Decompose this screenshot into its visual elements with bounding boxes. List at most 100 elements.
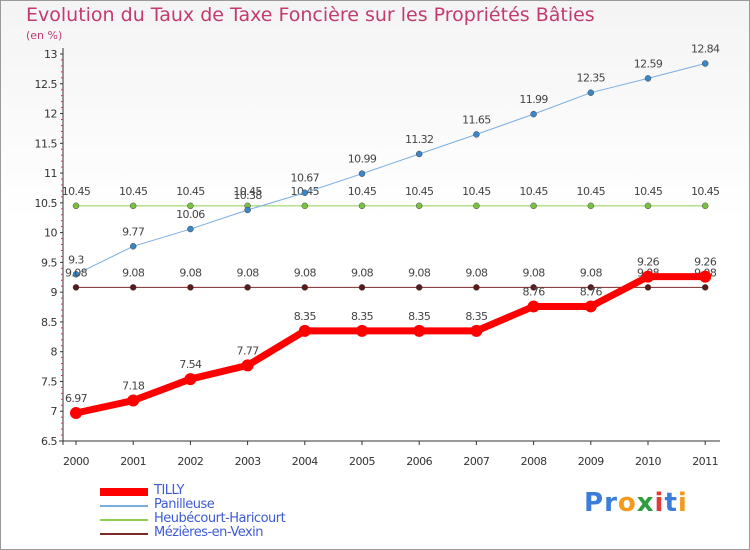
data-label-m-zi-res-en-vexin: 9.08 <box>580 266 603 279</box>
x-tick-label: 2002 <box>177 455 203 468</box>
data-point-panilleuse <box>587 89 595 96</box>
data-label-panilleuse: 12.35 <box>577 72 606 85</box>
data-label-m-zi-res-en-vexin: 9.08 <box>351 266 374 279</box>
data-point-tilly <box>584 300 597 313</box>
data-point-tilly <box>356 324 368 337</box>
data-point-m-zi-res-en-vexin <box>72 284 80 291</box>
y-tick-label: 7.5 <box>41 375 57 388</box>
data-label-heub-court-haricourt: 10.45 <box>577 185 606 198</box>
data-label-heub-court-haricourt: 10.45 <box>519 185 548 198</box>
data-label-tilly: 8.35 <box>294 310 317 323</box>
data-label-m-zi-res-en-vexin: 9.08 <box>237 266 260 279</box>
data-point-heub-court-haricourt <box>587 202 595 210</box>
x-tick-label: 2008 <box>521 455 547 468</box>
data-label-panilleuse: 11.99 <box>519 93 548 106</box>
logo-letter: x <box>636 488 655 518</box>
legend-swatch <box>100 533 148 535</box>
data-point-heub-court-haricourt <box>187 202 194 210</box>
data-point-m-zi-res-en-vexin <box>415 284 423 291</box>
data-label-m-zi-res-en-vexin: 9.08 <box>65 266 88 279</box>
data-point-m-zi-res-en-vexin <box>301 284 309 291</box>
chart-title: Evolution du Taux de Taxe Foncière sur l… <box>26 4 595 26</box>
data-point-heub-court-haricourt <box>301 202 309 210</box>
data-point-m-zi-res-en-vexin <box>473 284 480 291</box>
y-tick-label: 9.5 <box>41 256 57 269</box>
data-point-heub-court-haricourt <box>415 202 423 210</box>
data-label-heub-court-haricourt: 10.45 <box>176 185 205 198</box>
data-label-heub-court-haricourt: 10.45 <box>634 185 663 198</box>
data-label-panilleuse: 9.3 <box>68 253 84 266</box>
data-point-tilly <box>699 270 712 283</box>
data-point-panilleuse <box>415 150 423 158</box>
data-point-panilleuse <box>358 170 366 177</box>
data-point-heub-court-haricourt <box>72 202 80 210</box>
data-point-tilly <box>70 407 82 420</box>
data-point-panilleuse <box>129 243 137 250</box>
data-label-heub-court-haricourt: 10.45 <box>405 185 434 198</box>
logo-letter: P <box>584 488 605 518</box>
data-point-heub-court-haricourt <box>129 202 137 210</box>
data-label-heub-court-haricourt: 10.45 <box>233 185 262 198</box>
data-label-panilleuse: 10.67 <box>291 172 320 185</box>
data-point-panilleuse <box>187 225 194 233</box>
logo-letter: i <box>654 488 665 518</box>
y-tick-label: 10 <box>44 227 57 240</box>
data-label-m-zi-res-en-vexin: 9.08 <box>294 266 317 279</box>
data-point-m-zi-res-en-vexin <box>129 284 137 291</box>
data-label-tilly: 8.76 <box>523 285 546 298</box>
legend-item: Heubécourt-Haricourt <box>100 511 400 526</box>
legend-swatch <box>100 505 148 507</box>
y-tick-label: 8 <box>51 346 58 359</box>
data-label-tilly: 9.26 <box>637 256 660 269</box>
data-point-tilly <box>127 394 140 407</box>
data-label-tilly: 8.35 <box>408 310 431 323</box>
x-tick-label: 2000 <box>63 455 89 468</box>
data-label-panilleuse: 10.06 <box>176 208 205 221</box>
data-point-tilly <box>241 359 254 372</box>
data-label-panilleuse: 11.65 <box>462 113 491 126</box>
legend-label: Mézières-en-Vexin <box>154 525 264 540</box>
data-point-m-zi-res-en-vexin <box>644 284 652 291</box>
data-label-heub-court-haricourt: 10.45 <box>462 185 491 198</box>
proxiti-logo: Proxiti <box>584 488 688 518</box>
data-label-m-zi-res-en-vexin: 9.08 <box>179 266 202 279</box>
x-tick-label: 2001 <box>120 455 146 468</box>
data-label-panilleuse: 10.38 <box>233 189 262 202</box>
data-label-m-zi-res-en-vexin: 9.08 <box>523 266 546 279</box>
data-point-panilleuse <box>244 206 251 214</box>
data-point-panilleuse <box>301 189 309 196</box>
y-tick-label: 9 <box>51 286 58 299</box>
logo-letter: r <box>604 488 618 518</box>
data-point-heub-court-haricourt <box>358 202 366 210</box>
data-point-tilly <box>413 324 426 337</box>
data-point-heub-court-haricourt <box>644 202 652 210</box>
data-label-heub-court-haricourt: 10.45 <box>691 185 720 198</box>
data-point-heub-court-haricourt <box>701 202 709 210</box>
data-label-panilleuse: 11.32 <box>405 133 434 146</box>
data-label-heub-court-haricourt: 10.45 <box>62 185 91 198</box>
legend-label: Heubécourt-Haricourt <box>154 511 286 526</box>
data-label-heub-court-haricourt: 10.45 <box>348 185 377 198</box>
x-tick-label: 2006 <box>406 455 432 468</box>
data-point-tilly <box>298 324 311 337</box>
logo-letter: o <box>617 488 637 518</box>
x-tick-label: 2004 <box>292 455 318 468</box>
x-tick-label: 2011 <box>692 455 718 468</box>
legend-label: Panilleuse <box>154 497 215 512</box>
data-point-panilleuse <box>530 110 537 118</box>
legend-swatch <box>100 488 148 496</box>
data-label-panilleuse: 12.84 <box>691 43 720 56</box>
legend-item: TILLY <box>100 483 400 498</box>
data-point-tilly <box>470 324 483 337</box>
data-point-panilleuse <box>701 60 709 67</box>
legend-swatch <box>100 519 148 521</box>
data-point-tilly <box>184 373 197 386</box>
y-tick-label: 12.5 <box>35 78 58 91</box>
chart-subtitle: (en %) <box>26 29 63 42</box>
data-point-tilly <box>642 270 654 283</box>
data-point-m-zi-res-en-vexin <box>244 284 251 291</box>
data-label-tilly: 7.18 <box>122 380 145 393</box>
data-point-heub-court-haricourt <box>473 202 480 210</box>
